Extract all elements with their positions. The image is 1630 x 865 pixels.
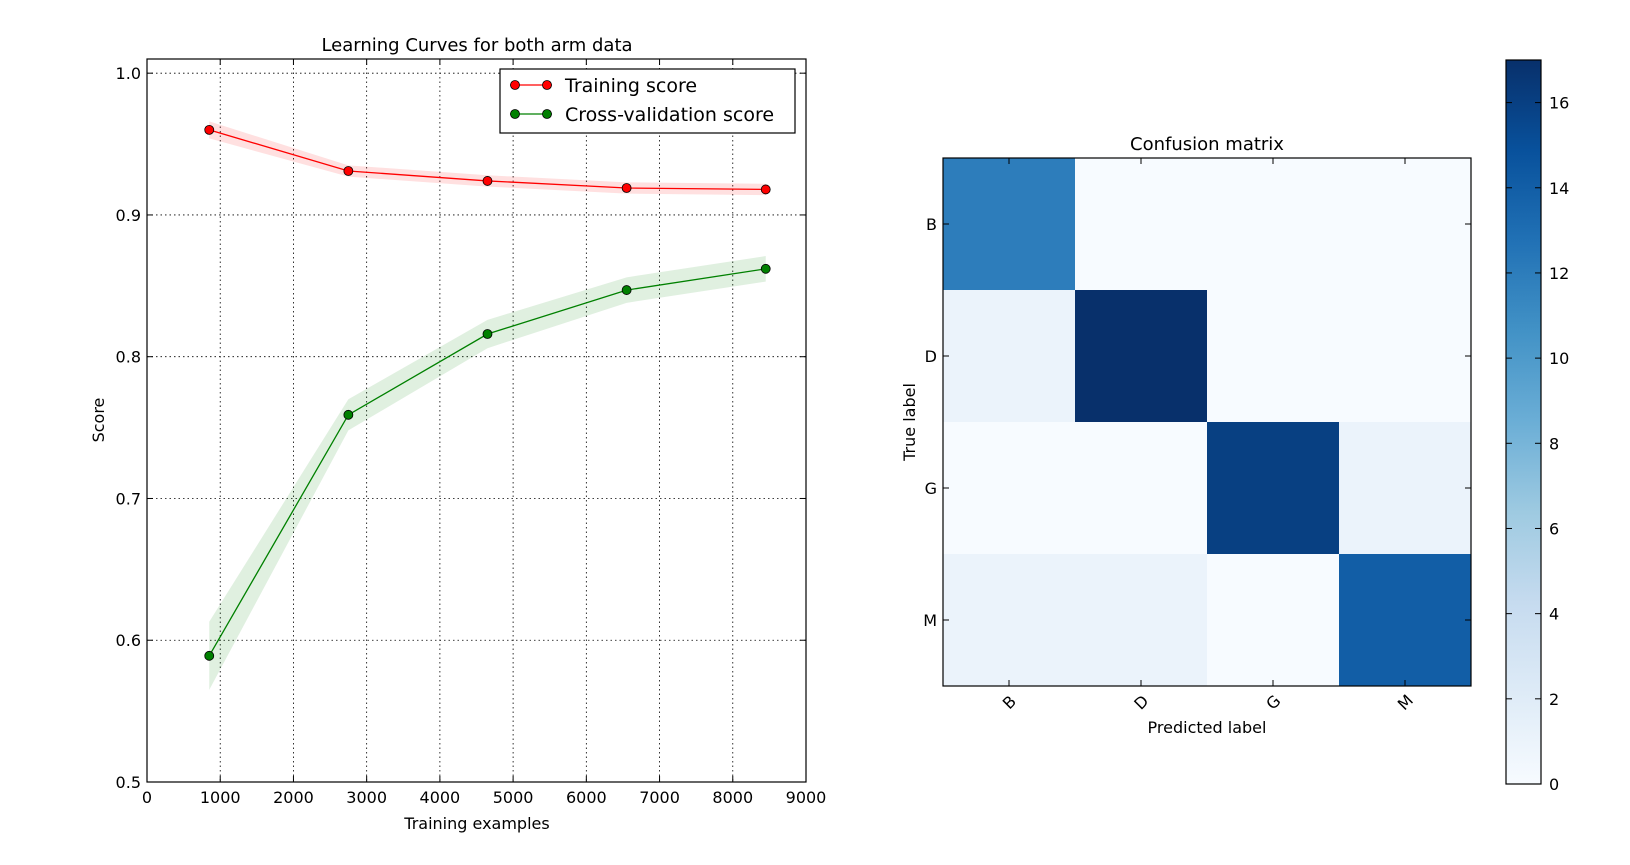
cell-D-G (1207, 290, 1339, 422)
learning-curve-grid (147, 59, 806, 782)
learning-curve-ticks: 0 1000 2000 3000 4000 5000 6000 7000 8000 9000 0.5… (116, 59, 827, 807)
learning-curve-xlabel: Training examples (403, 814, 549, 833)
cm-y-tick-label: G (925, 479, 937, 498)
cell-G-M (1339, 422, 1471, 554)
x-tick-label: 8000 (712, 788, 753, 807)
cell-B-D (1075, 158, 1207, 290)
y-tick-label: 0.5 (116, 773, 141, 792)
point-series-1 (760, 263, 771, 274)
confusion-matrix-xlabel: Predicted label (1148, 718, 1267, 737)
cell-D-M (1339, 290, 1471, 422)
confusion-matrix-ylabel: True label (900, 383, 919, 462)
cm-y-tick-label: D (925, 347, 937, 366)
cell-G-D (1075, 422, 1207, 554)
legend-entry-cv: Cross-validation score (510, 104, 774, 126)
cell-M-D (1075, 554, 1207, 686)
point-series-1 (204, 650, 215, 661)
cm-y-tick-label: B (926, 215, 937, 234)
cm-y-tick-label: M (923, 611, 937, 630)
cell-G-B (943, 422, 1075, 554)
point-series-0 (760, 184, 771, 195)
legend-marker-cv-end (542, 109, 552, 119)
x-tick-label: 7000 (639, 788, 680, 807)
cell-D-B (943, 290, 1075, 422)
y-tick-label: 1.0 (116, 64, 141, 83)
cm-x-tick-label: D (1130, 691, 1152, 713)
colorbar-tick-label: 0 (1549, 775, 1559, 794)
legend-label-training: Training score (564, 75, 697, 97)
point-series-0 (343, 166, 354, 176)
x-tick-label: 5000 (493, 788, 534, 807)
point-series-1 (621, 285, 632, 295)
colorbar-tick-label: 16 (1549, 94, 1569, 113)
colorbar-tick-label: 6 (1549, 519, 1559, 538)
x-tick-label: 3000 (346, 788, 387, 807)
cell-B-B (943, 158, 1075, 290)
cell-M-B (943, 554, 1075, 686)
confusion-matrix-title: Confusion matrix (1130, 134, 1284, 155)
colorbar-gradient (1505, 59, 1542, 785)
learning-curve-lines (204, 124, 771, 661)
colorbar-tick-label: 12 (1549, 264, 1569, 283)
band-series-0 (209, 121, 766, 196)
confusion-matrix-chart: Confusion matrix B D G M B D G M Predicted labe… (900, 134, 1472, 737)
learning-curve-chart: Learning Curves for both arm data 0 1000 2… (89, 35, 826, 833)
point-series-0 (621, 183, 632, 193)
learning-curve-legend: Training score Cross-validation score (499, 68, 796, 134)
point-series-0 (204, 124, 215, 135)
cm-x-tick-label: M (1394, 691, 1417, 714)
legend-marker-cv (510, 109, 520, 119)
learning-curve-ylabel: Score (89, 398, 108, 443)
colorbar-tick-label: 2 (1549, 690, 1559, 709)
point-series-1 (343, 409, 354, 420)
learning-curve-title: Learning Curves for both arm data (321, 35, 632, 56)
learning-curve-bands (209, 121, 766, 690)
x-tick-label: 4000 (420, 788, 461, 807)
band-series-1 (209, 256, 766, 690)
legend-label-cv: Cross-validation score (565, 104, 774, 126)
learning-curve-plot-frame (146, 58, 807, 783)
cell-M-M (1339, 554, 1471, 686)
point-series-1 (482, 329, 493, 339)
colorbar-tick-label: 10 (1549, 349, 1569, 368)
y-tick-label: 0.7 (116, 489, 141, 508)
colorbar-ticks: 0 2 4 6 8 10 12 14 16 (1506, 94, 1569, 794)
x-tick-label: 2000 (273, 788, 314, 807)
y-tick-label: 0.9 (116, 206, 141, 225)
cell-G-G (1207, 422, 1339, 554)
confusion-matrix-frame (942, 157, 1472, 687)
colorbar: 0 2 4 6 8 10 12 14 16 (1505, 59, 1569, 794)
y-tick-label: 0.8 (116, 348, 141, 367)
colorbar-tick-label: 14 (1549, 179, 1569, 198)
colorbar-tick-label: 8 (1549, 434, 1559, 453)
cell-B-M (1339, 158, 1471, 290)
y-tick-label: 0.6 (116, 631, 141, 650)
cell-M-G (1207, 554, 1339, 686)
legend-frame (499, 68, 796, 134)
confusion-matrix-cells (943, 158, 1471, 686)
colorbar-tick-label: 4 (1549, 605, 1559, 624)
x-tick-label: 9000 (786, 788, 827, 807)
cm-x-tick-label: B (999, 692, 1020, 713)
cm-x-tick-label: G (1262, 691, 1284, 713)
x-tick-label: 6000 (566, 788, 607, 807)
x-tick-label: 1000 (200, 788, 241, 807)
legend-entry-training: Training score (510, 75, 697, 97)
x-tick-label: 0 (142, 788, 152, 807)
legend-marker-training (510, 80, 520, 90)
cell-B-G (1207, 158, 1339, 290)
cell-D-D (1075, 290, 1207, 422)
point-series-0 (482, 176, 493, 186)
legend-marker-training-end (542, 80, 552, 90)
